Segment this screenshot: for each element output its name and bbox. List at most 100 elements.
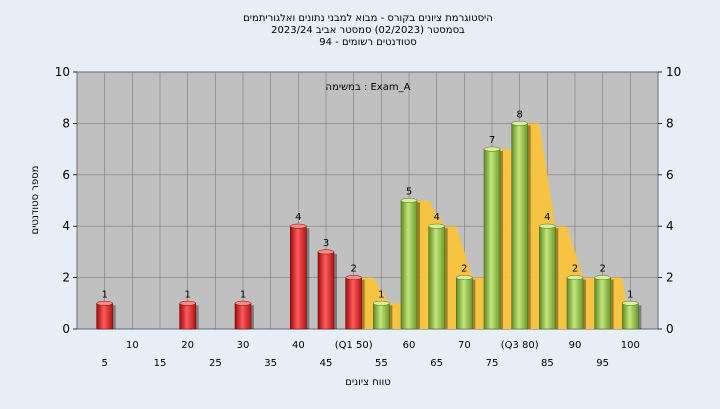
x-tick-label-90: 90: [569, 340, 582, 351]
y-tick-label-right-8: 8: [666, 116, 674, 130]
data-label-75: 7: [489, 135, 495, 146]
data-label-40: 4: [295, 212, 301, 223]
data-label-(Q1 50): 2: [350, 264, 356, 275]
x-tick-label-(Q1 50): (Q1 50): [335, 340, 373, 351]
bar-45: [317, 249, 337, 330]
bar-top: [456, 275, 473, 281]
data-label-90: 2: [572, 264, 578, 275]
bar-20: [179, 300, 199, 330]
bar-(Q1 50): [345, 275, 365, 330]
bar-rect: [179, 302, 196, 330]
chart-title: היסטוגרמת ציונים בקורס - מבוא למבני נתונ…: [243, 13, 493, 48]
data-label-20: 1: [184, 289, 190, 300]
bar-top: [594, 275, 611, 281]
x-tick-label-10: 10: [126, 340, 139, 351]
title-line-3: 94 - סטודנטים רשומים: [319, 37, 417, 48]
bar-rect: [539, 225, 556, 330]
bar-100: [622, 300, 642, 330]
bar-rect: [234, 302, 252, 330]
y-tick-label-left-10: 10: [55, 65, 70, 79]
data-label-100: 1: [627, 289, 633, 300]
bar-rect: [566, 277, 584, 330]
y-tick-label-right-2: 2: [666, 271, 674, 285]
bar-(Q3 80): [511, 120, 531, 330]
data-label-95: 2: [599, 264, 605, 275]
bar-top: [179, 300, 196, 306]
bar-rect: [96, 302, 113, 330]
bar-top: [290, 223, 307, 229]
y-tick-label-right-6: 6: [666, 168, 674, 182]
x-tick-label-20: 20: [181, 340, 194, 351]
y-tick-label-right-10: 10: [666, 65, 681, 79]
bar-85: [539, 223, 559, 330]
bar-rect: [290, 225, 307, 330]
title-line-2: בסמסטר (02/2023) סמסטר אביב 2023/24: [271, 25, 465, 36]
bar-top: [483, 146, 501, 152]
bar-90: [566, 275, 586, 330]
bar-top: [428, 223, 445, 229]
bar-rect: [345, 277, 362, 330]
bar-top: [373, 300, 390, 306]
bar-top: [345, 275, 362, 281]
x-tick-label-45: 45: [320, 358, 333, 369]
data-label-85: 4: [544, 212, 550, 223]
bar-40: [290, 223, 310, 330]
bar-top: [622, 300, 639, 306]
bar-rect: [317, 251, 335, 330]
x-tick-label-35: 35: [264, 358, 277, 369]
x-tick-label-30: 30: [237, 340, 250, 351]
bar-rect: [428, 225, 445, 330]
x-tick-label-(Q3 80): (Q3 80): [501, 340, 539, 351]
y-tick-label-left-0: 0: [62, 322, 70, 336]
x-axis-label: טווח ציונים: [345, 377, 390, 388]
gridlines: [76, 71, 659, 330]
x-tick-label-60: 60: [403, 340, 416, 351]
x-tick-label-5: 5: [101, 358, 107, 369]
x-tick-label-15: 15: [154, 358, 167, 369]
y-tick-label-left-8: 8: [62, 116, 70, 130]
bar-top: [234, 300, 252, 306]
bar-65: [428, 223, 448, 330]
bar-rect: [594, 277, 611, 330]
x-tick-label-95: 95: [596, 358, 609, 369]
bar-rect: [622, 302, 639, 330]
x-tick-label-75: 75: [486, 358, 499, 369]
data-label-5: 1: [101, 289, 107, 300]
bar-rect: [373, 302, 390, 330]
bar-rect: [483, 148, 501, 330]
x-tick-label-25: 25: [209, 358, 222, 369]
bars: 1 1 1 4 3 2 1 5 4 2 7 8 4 2 2 1: [96, 109, 642, 330]
bar-95: [594, 275, 614, 330]
data-label-60: 5: [406, 187, 412, 198]
y-axis-label: מספר סטודנטים: [30, 166, 41, 235]
y-tick-label-left-4: 4: [62, 219, 70, 233]
data-label-55: 1: [378, 289, 384, 300]
y-tick-label-left-6: 6: [62, 168, 70, 182]
bar-rect: [400, 200, 418, 330]
x-tick-label-65: 65: [430, 358, 443, 369]
bar-top: [317, 249, 335, 255]
bar-70: [456, 275, 476, 330]
x-tick-label-70: 70: [458, 340, 471, 351]
bar-top: [566, 275, 584, 281]
x-tick-label-40: 40: [292, 340, 305, 351]
bar-rect: [456, 277, 473, 330]
bar-55: [373, 300, 393, 330]
y-tick-label-right-4: 4: [666, 219, 674, 233]
bar-5: [96, 300, 116, 330]
x-tick-label-100: 100: [621, 340, 640, 351]
x-tick-label-55: 55: [375, 358, 388, 369]
bar-rect: [511, 123, 528, 330]
data-label-70: 2: [461, 264, 467, 275]
data-label-(Q3 80): 8: [516, 109, 522, 120]
bar-top: [96, 300, 113, 306]
data-label-45: 3: [323, 238, 329, 249]
y-tick-label-right-0: 0: [666, 322, 674, 336]
bar-60: [400, 198, 420, 330]
title-line-1: היסטוגרמת ציונים בקורס - מבוא למבני נתונ…: [243, 13, 493, 24]
bar-top: [400, 198, 418, 203]
bar-top: [539, 223, 556, 229]
